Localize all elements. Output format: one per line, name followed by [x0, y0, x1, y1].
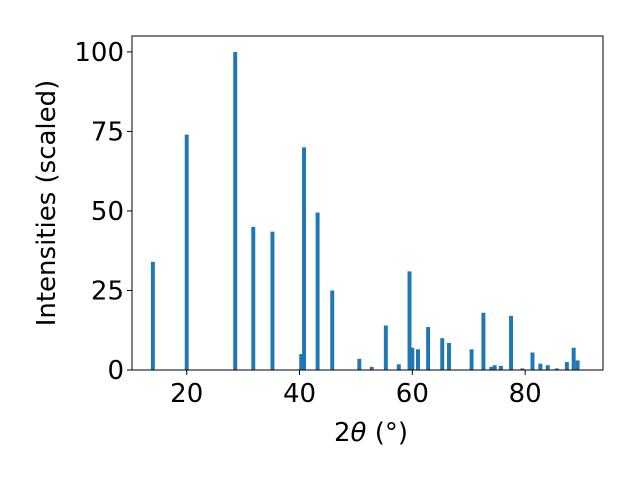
x-tick-label: 20	[170, 379, 203, 409]
y-tick-label: 100	[74, 38, 124, 68]
bar	[481, 312, 486, 370]
y-tick-label: 0	[107, 356, 124, 386]
bar	[554, 368, 559, 370]
bar	[571, 347, 576, 370]
bar	[369, 366, 374, 370]
bar	[498, 365, 503, 370]
bar	[447, 342, 451, 370]
y-axis-ticks: 0 25 50 75 100	[74, 38, 132, 386]
bar	[545, 365, 550, 370]
bar	[509, 315, 514, 370]
bar	[184, 134, 189, 370]
plot-frame	[131, 35, 604, 371]
bar	[520, 368, 525, 370]
x-axis-label: 2θ (°)	[334, 418, 408, 448]
y-tick-label: 75	[91, 117, 124, 147]
bar	[233, 51, 238, 371]
bar	[492, 365, 497, 370]
bar	[383, 325, 388, 370]
bars-group	[150, 51, 580, 371]
bar	[330, 290, 335, 370]
bar	[251, 226, 256, 370]
x-tick-label: 80	[509, 379, 542, 409]
bar	[416, 349, 420, 370]
bar	[489, 366, 494, 370]
bar	[396, 364, 401, 370]
bar	[575, 360, 580, 370]
x-tick-label: 40	[283, 379, 316, 409]
bar	[299, 354, 304, 370]
bar	[530, 352, 535, 370]
bar	[538, 363, 543, 370]
bar	[564, 362, 569, 370]
bar	[357, 358, 362, 370]
bar	[426, 327, 431, 370]
bar	[150, 261, 155, 370]
y-tick-label: 25	[91, 276, 124, 306]
bar	[407, 271, 412, 370]
bar	[270, 231, 275, 370]
y-axis-label: Intensities (scaled)	[32, 80, 62, 327]
x-tick-label: 60	[396, 379, 429, 409]
bar	[469, 349, 474, 370]
bar	[440, 338, 445, 370]
y-tick-label: 50	[91, 197, 124, 227]
bar	[410, 347, 415, 370]
bar	[315, 212, 320, 370]
x-axis-ticks: 20 40 60 80	[170, 370, 542, 409]
bar	[302, 147, 307, 370]
